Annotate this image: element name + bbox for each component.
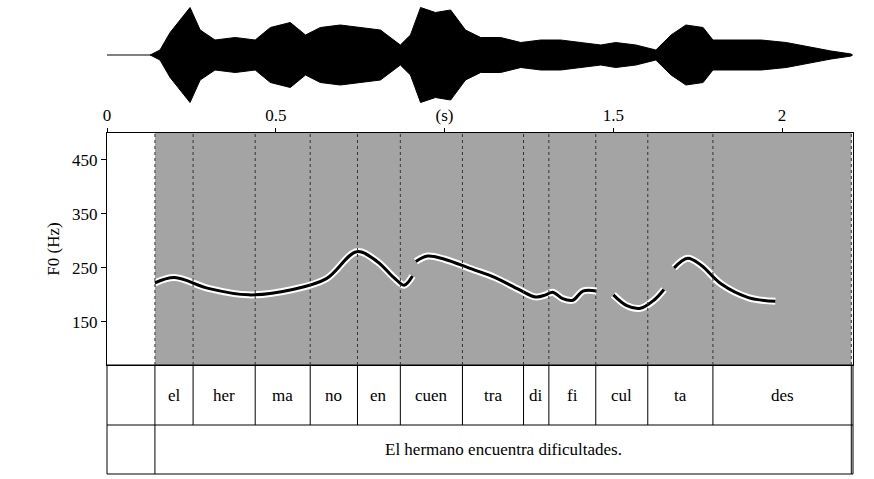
svg-text:350: 350 <box>72 205 98 224</box>
svg-text:cuen: cuen <box>415 386 448 405</box>
svg-text:fi: fi <box>567 386 578 405</box>
svg-text:el: el <box>168 386 181 405</box>
svg-text:0.5: 0.5 <box>265 106 286 125</box>
svg-text:di: di <box>529 386 543 405</box>
svg-text:ta: ta <box>674 386 687 405</box>
svg-text:150: 150 <box>72 313 98 332</box>
svg-text:(s): (s) <box>436 106 454 125</box>
svg-text:450: 450 <box>72 151 98 170</box>
svg-text:250: 250 <box>72 259 98 278</box>
svg-text:0: 0 <box>103 106 112 125</box>
svg-text:tra: tra <box>484 386 502 405</box>
svg-text:1.5: 1.5 <box>603 106 624 125</box>
svg-text:2: 2 <box>778 106 787 125</box>
svg-text:en: en <box>370 386 387 405</box>
svg-text:no: no <box>325 386 342 405</box>
svg-text:ma: ma <box>272 386 293 405</box>
svg-text:des: des <box>771 386 794 405</box>
svg-text:F0 (Hz): F0 (Hz) <box>44 222 63 275</box>
svg-text:her: her <box>213 386 235 405</box>
svg-text:El hermano encuentra dificulta: El hermano encuentra dificultades. <box>385 440 622 459</box>
svg-text:cul: cul <box>611 386 632 405</box>
